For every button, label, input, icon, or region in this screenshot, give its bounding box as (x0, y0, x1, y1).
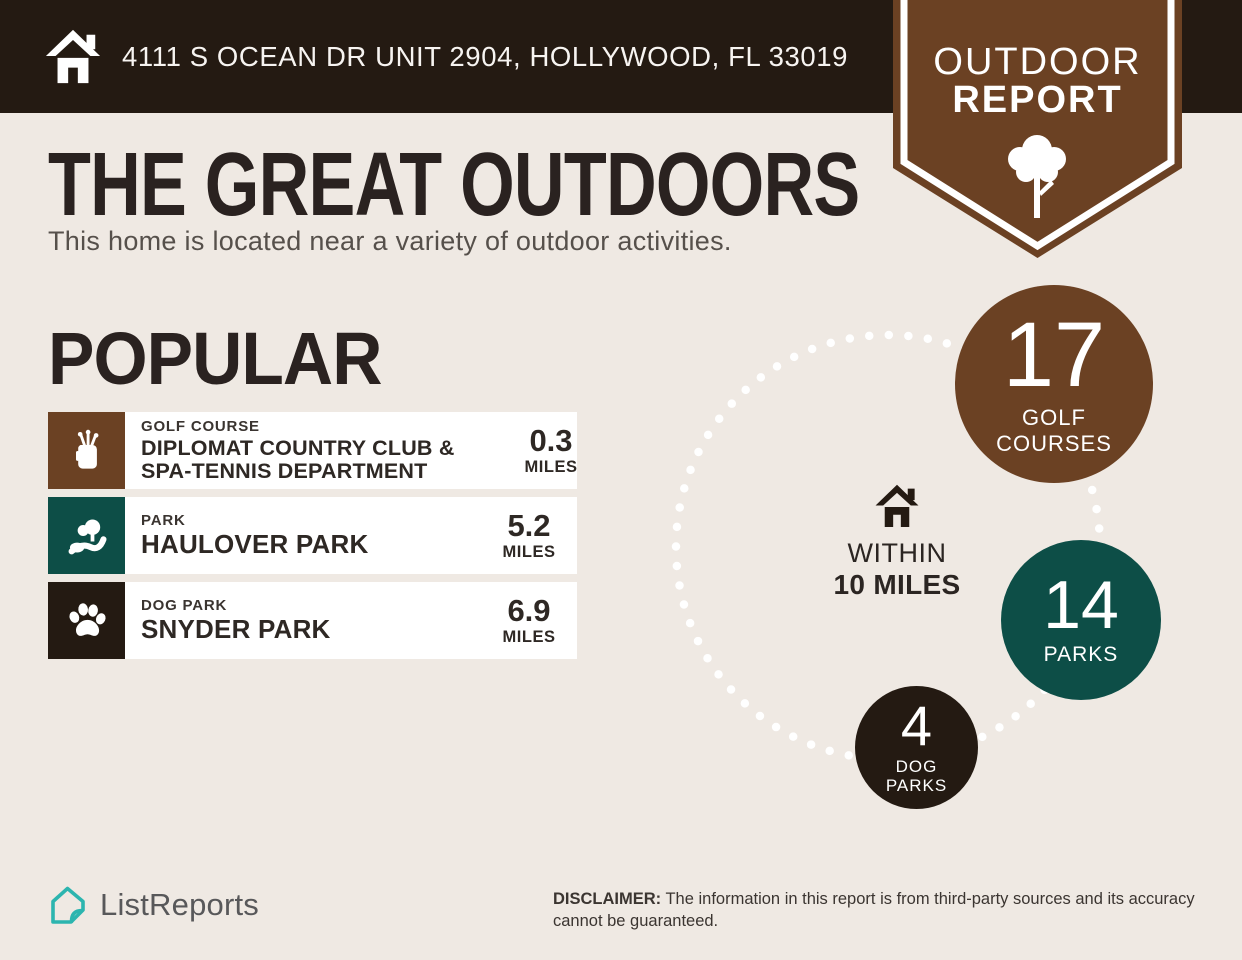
stat-label: DOG PARKS (885, 756, 948, 796)
stat-label: GOLF COURSES (996, 405, 1112, 456)
page-subtitle: This home is located near a variety of o… (48, 226, 732, 256)
item-category: GOLF COURSE (141, 418, 260, 435)
home-icon (875, 484, 919, 527)
parks-stat-circle: 14 PARKS (1001, 540, 1161, 700)
ribbon-line2: REPORT (952, 79, 1122, 121)
item-distance-unit: MILES (502, 542, 556, 561)
paw-icon (48, 582, 125, 659)
item-distance: 6.9 (507, 592, 551, 628)
listreports-logo-icon (51, 886, 85, 924)
listreports-logo: ListReports (46, 884, 259, 926)
stat-label: PARKS (1043, 643, 1119, 667)
dog-parks-stat-circle: 4 DOG PARKS (855, 686, 978, 809)
within-label: WITHIN (847, 538, 947, 568)
item-name: DIPLOMAT COUNTRY CLUB & SPA-TENNIS DEPAR… (141, 436, 455, 483)
radius-center-label: WITHIN 10 MILES (815, 484, 979, 601)
stat-value: 14 (1043, 566, 1119, 643)
item-distance-unit: MILES (524, 457, 578, 476)
item-distance: 0.3 (529, 422, 573, 458)
list-item-golf-course: GOLF COURSE DIPLOMAT COUNTRY CLUB & SPA-… (48, 412, 577, 489)
popular-heading: POPULAR (48, 317, 382, 400)
item-name: SNYDER PARK (141, 614, 331, 645)
tree-icon (1008, 135, 1066, 218)
stat-value: 4 (900, 694, 933, 758)
property-address: 4111 S OCEAN DR UNIT 2904, HOLLYWOOD, FL… (122, 40, 849, 72)
outdoor-report-ribbon: OUTDOOR REPORT (893, 0, 1182, 258)
home-icon (44, 25, 102, 92)
disclaimer-label: DISCLAIMER: (553, 890, 662, 908)
page-title: THE GREAT OUTDOORS (48, 135, 860, 235)
stat-value: 17 (1002, 304, 1106, 406)
park-icon (48, 497, 125, 574)
disclaimer-text: DISCLAIMER: The information in this repo… (553, 890, 1195, 930)
item-distance-unit: MILES (502, 627, 556, 646)
item-category: PARK (141, 512, 186, 530)
item-category: DOG PARK (141, 597, 228, 615)
within-miles-label: 10 MILES (833, 569, 961, 600)
golf-courses-stat-circle: 17 GOLF COURSES (955, 285, 1153, 483)
popular-list: GOLF COURSE DIPLOMAT COUNTRY CLUB & SPA-… (48, 412, 577, 667)
brand-name: ListReports (100, 887, 259, 922)
golf-bag-icon (48, 412, 125, 489)
ribbon-line1: OUTDOOR (933, 41, 1141, 83)
item-name: HAULOVER PARK (141, 529, 369, 560)
list-item-park: PARK HAULOVER PARK 5.2 MILES (48, 497, 577, 574)
item-distance: 5.2 (507, 507, 551, 543)
list-item-dog-park: DOG PARK SNYDER PARK 6.9 MILES (48, 582, 577, 659)
